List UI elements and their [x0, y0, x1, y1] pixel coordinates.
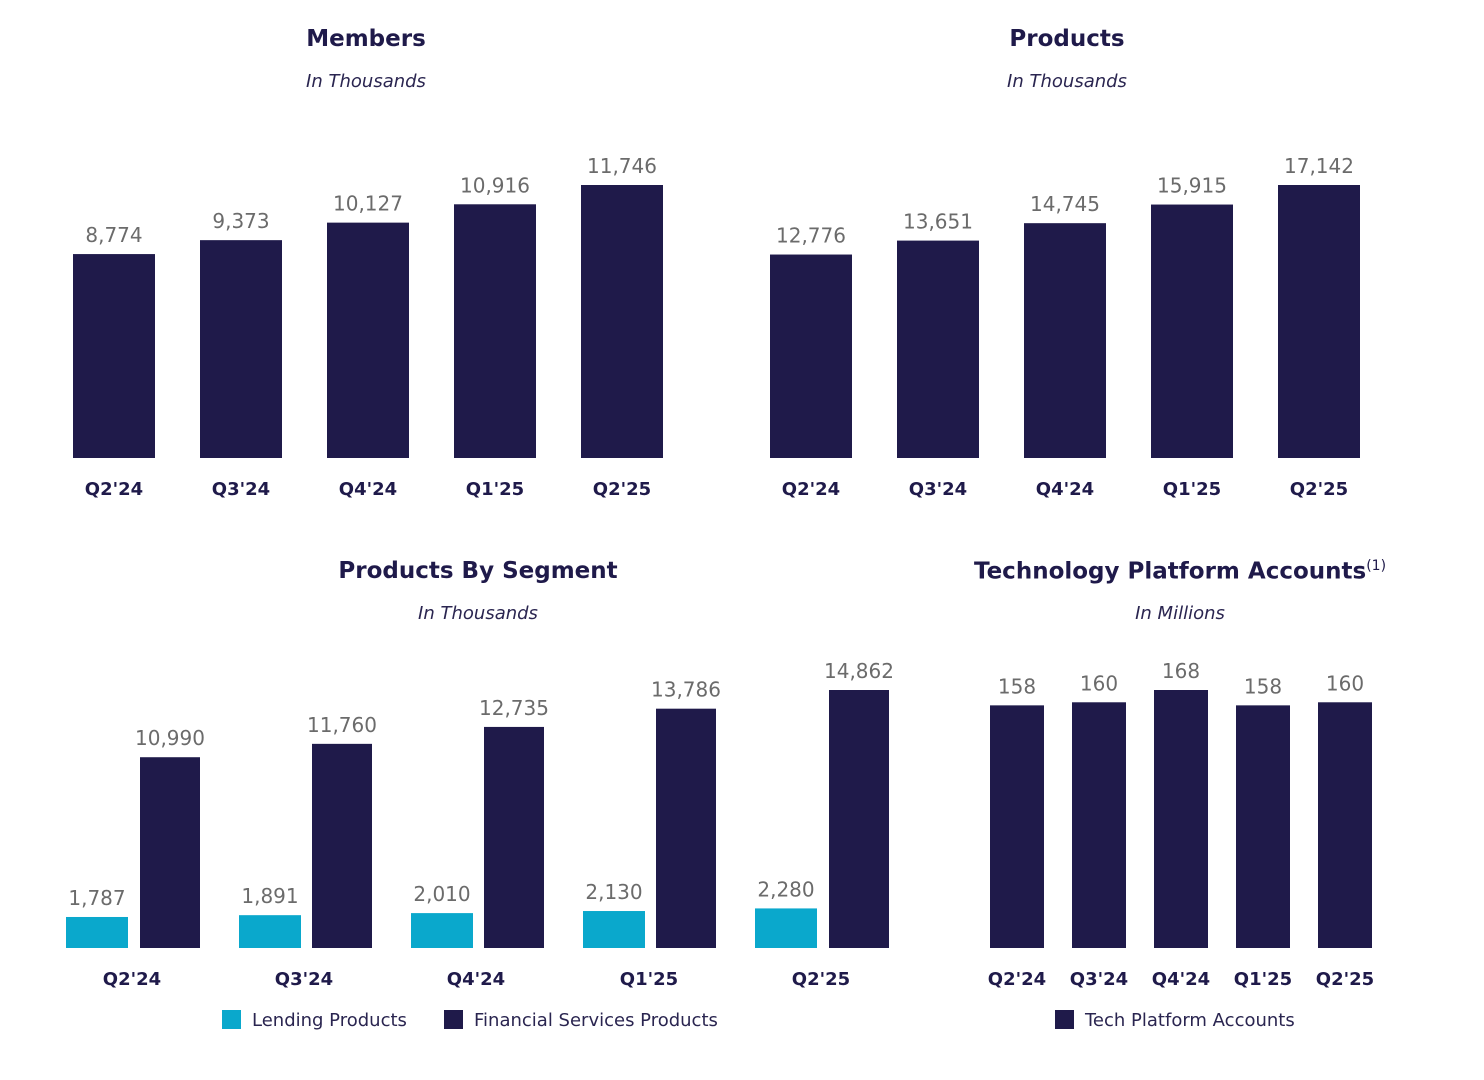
- tech-category-label: Q2'25: [1316, 969, 1374, 990]
- members-value-label: 10,127: [333, 192, 403, 216]
- members-category-label: Q2'25: [593, 479, 651, 500]
- products-title: Products: [1009, 26, 1125, 52]
- products-value-label: 13,651: [903, 210, 973, 234]
- segment-value-label: 10,990: [135, 726, 205, 750]
- segment-value-label: 13,786: [651, 678, 721, 702]
- segment-legend-label: Lending Products: [252, 1010, 407, 1031]
- segment-value-label: 2,010: [413, 882, 470, 906]
- products-bar: [1151, 204, 1233, 458]
- products-category-label: Q2'25: [1290, 479, 1348, 500]
- segment-category-label: Q1'25: [620, 969, 678, 990]
- tech-value-label: 158: [1244, 674, 1282, 698]
- products-bar: [897, 240, 979, 458]
- products-bar: [1024, 223, 1106, 458]
- segment-value-label: 1,891: [241, 884, 298, 908]
- segment-bar: [239, 915, 301, 948]
- products-bar: [1278, 185, 1360, 458]
- tech-category-label: Q4'24: [1152, 969, 1210, 990]
- tech-legend-label: Tech Platform Accounts: [1084, 1010, 1295, 1031]
- members-bar: [73, 254, 155, 458]
- segment-bar: [656, 708, 716, 948]
- segment-legend-swatch: [222, 1010, 241, 1029]
- segment-value-label: 14,862: [824, 659, 894, 683]
- products-value-label: 15,915: [1157, 174, 1227, 198]
- products-bar: [770, 254, 852, 458]
- products-category-label: Q2'24: [782, 479, 840, 500]
- products-value-label: 17,142: [1284, 154, 1354, 178]
- tech-legend-swatch: [1055, 1010, 1074, 1029]
- segment-category-label: Q3'24: [275, 969, 333, 990]
- segment-value-label: 2,280: [757, 877, 814, 901]
- segment-title: Products By Segment: [338, 558, 618, 584]
- tech-title: Technology Platform Accounts(1): [974, 558, 1386, 585]
- segment-bar: [411, 913, 473, 948]
- products-value-label: 12,776: [776, 224, 846, 248]
- products-subtitle: In Thousands: [1007, 71, 1127, 92]
- segment-value-label: 11,760: [307, 713, 377, 737]
- segment-bar: [312, 743, 372, 948]
- segment-bar: [484, 726, 544, 948]
- tech-bar: [1072, 702, 1126, 948]
- tech-bar: [1236, 705, 1290, 948]
- members-category-label: Q2'24: [85, 479, 143, 500]
- segment-bar: [829, 690, 889, 948]
- segment-category-label: Q4'24: [447, 969, 505, 990]
- segment-category-label: Q2'25: [792, 969, 850, 990]
- tech-category-label: Q3'24: [1070, 969, 1128, 990]
- members-bar: [327, 222, 409, 458]
- members-title: Members: [306, 26, 426, 52]
- members-value-label: 8,774: [85, 223, 142, 247]
- products-value-label: 14,745: [1030, 192, 1100, 216]
- tech-value-label: 160: [1080, 671, 1118, 695]
- segment-bar: [140, 757, 200, 948]
- members-bar: [200, 240, 282, 458]
- segment-legend-label: Financial Services Products: [474, 1010, 718, 1031]
- tech-title-text: Technology Platform Accounts: [973, 558, 1367, 585]
- tech-subtitle: In Millions: [1135, 603, 1225, 624]
- segment-legend-swatch: [444, 1010, 463, 1029]
- members-value-label: 9,373: [212, 209, 269, 233]
- segment-category-label: Q2'24: [103, 969, 161, 990]
- segment-subtitle: In Thousands: [418, 603, 538, 624]
- tech-category-label: Q2'24: [988, 969, 1046, 990]
- segment-value-label: 2,130: [585, 880, 642, 904]
- tech-value-label: 168: [1162, 659, 1200, 683]
- segment-value-label: 1,787: [68, 886, 125, 910]
- tech-bar: [1318, 702, 1372, 948]
- segment-value-label: 12,735: [479, 696, 549, 720]
- members-bar: [581, 185, 663, 458]
- products-category-label: Q1'25: [1163, 479, 1221, 500]
- products-category-label: Q3'24: [909, 479, 967, 500]
- members-value-label: 11,746: [587, 154, 657, 178]
- tech-category-label: Q1'25: [1234, 969, 1292, 990]
- tech-bar: [990, 705, 1044, 948]
- members-subtitle: In Thousands: [306, 71, 426, 92]
- members-category-label: Q1'25: [466, 479, 524, 500]
- tech-value-label: 160: [1326, 671, 1364, 695]
- members-category-label: Q4'24: [339, 479, 397, 500]
- tech-value-label: 158: [998, 674, 1036, 698]
- tech-bar: [1154, 690, 1208, 948]
- segment-bar: [66, 916, 128, 948]
- products-category-label: Q4'24: [1036, 479, 1094, 500]
- members-category-label: Q3'24: [212, 479, 270, 500]
- segment-bar: [583, 911, 645, 948]
- tech-title-footnote: (1): [1366, 558, 1387, 574]
- members-bar: [454, 204, 536, 458]
- segment-bar: [755, 908, 817, 948]
- members-value-label: 10,916: [460, 173, 530, 197]
